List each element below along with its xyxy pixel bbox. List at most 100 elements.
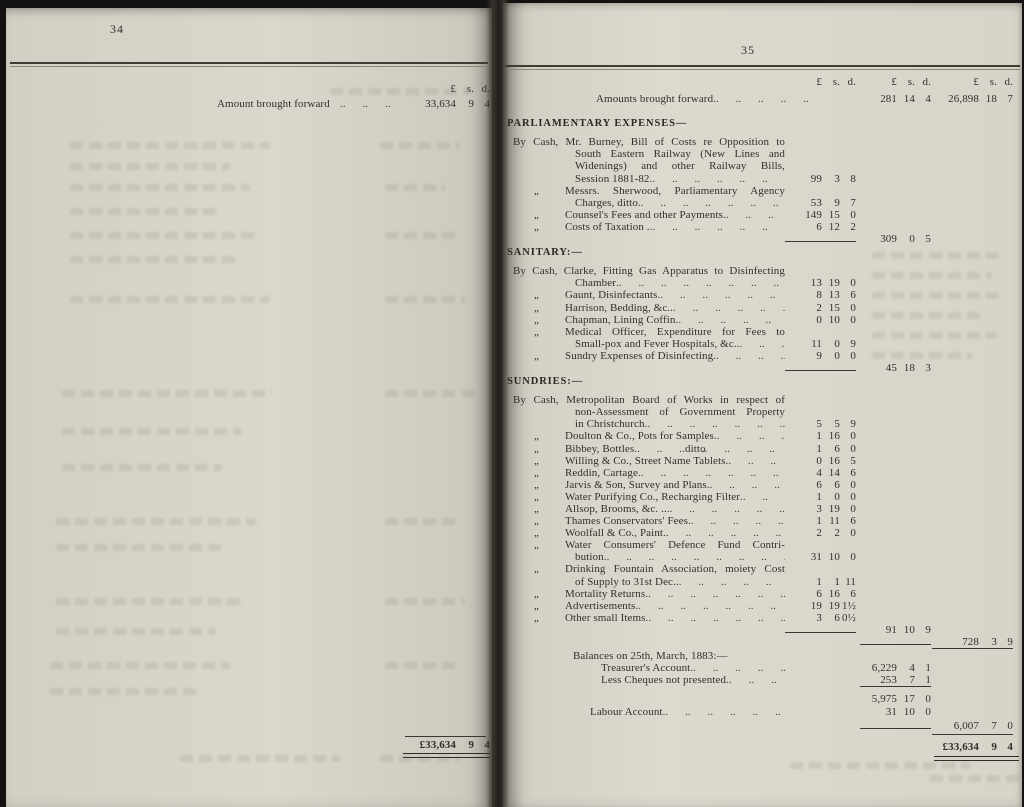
row-label: Mortality Returns — [565, 587, 646, 600]
ledger-row-line: „ Harrison, Bedding, &c... .. .. .. .. ..… — [505, 302, 1014, 314]
amount-pounds: 5 — [816, 418, 822, 431]
ditto-mark: „ — [534, 515, 539, 528]
row-label: Small-pox and Fever Hospitals, &c. — [575, 337, 737, 350]
ledger-row-line: bution.. .. .. .. .. .. .. .. .. .. .. .… — [505, 551, 1014, 563]
ditto-mark: „ — [534, 527, 539, 540]
bleed-through-text — [50, 662, 230, 669]
amount-pounds: 4 — [816, 466, 822, 479]
amount-pence: 6 — [850, 466, 856, 479]
row-desc: „ Mortality Returns.. .. .. .. .. .. .. .… — [505, 588, 785, 600]
row-amount: 4 14 6 — [785, 467, 856, 479]
ledger-row-line: Widenings) and other Railway Bills, — [505, 160, 1014, 172]
bleed-through-text — [385, 232, 455, 239]
row-amount: 3 19 0 — [785, 503, 856, 515]
row-desc: „ Willing & Co., Street Name Tablets.. ..… — [505, 455, 785, 467]
section-subtotal-row: 91 10 9 — [505, 624, 1014, 636]
section-title: PARLIAMENTARY EXPENSES— — [507, 118, 688, 130]
row-desc: Labour Account.. .. .. .. .. .. .. .. ..… — [505, 706, 785, 718]
balance-amount: 253 7 1 — [860, 674, 931, 686]
row-amount: 3 6 0½ — [785, 612, 856, 624]
row-amount: 0 10 0 — [785, 314, 856, 326]
leader-dots: .. .. .. .. .. .. .. .. .. .. .. .. — [649, 220, 785, 233]
ditto-mark: „ — [534, 184, 539, 197]
amount-pounds: 26,898 — [948, 93, 979, 106]
bleed-through-text — [56, 598, 246, 605]
money-col-1: 6 16 6 — [785, 588, 856, 600]
row-label: Messrs. Sherwood, Parliamentary Agency — [565, 184, 785, 197]
row-desc: „ Thames Conservators' Fees.. .. .. .. ..… — [505, 515, 785, 527]
money-col-1 — [785, 369, 856, 374]
balances-heading: Balances on 25th, March, 1883:— — [573, 650, 728, 663]
pence-header: d. — [1004, 76, 1013, 88]
amount-pounds: 149 — [805, 208, 822, 221]
amount-pounds: 6,229 — [871, 662, 897, 675]
leader-dots: .. .. .. .. .. .. .. .. .. .. .. .. — [616, 277, 785, 290]
ledger-row-line: non-Assessment of Government Property — [505, 406, 1014, 418]
bleed-through-text — [385, 518, 455, 525]
ledger-row-line: Charges, ditto.. .. .. .. .. .. .. .. ..… — [505, 197, 1014, 209]
leader-dots: .. .. .. .. .. .. .. .. .. .. .. .. — [675, 575, 785, 588]
balances-carry-total: 6,007 7 0 — [932, 720, 1013, 732]
amount-pounds: 11 — [811, 337, 822, 350]
amount-pounds: 6,007 — [953, 719, 979, 732]
bleed-through-text — [62, 464, 222, 471]
bleed-through-text — [70, 256, 240, 263]
row-desc: „ Water Purifying Co., Recharging Filter.… — [505, 491, 785, 503]
money-col-1: 4 14 6 — [785, 467, 856, 479]
row-amount: 11 0 9 — [785, 338, 856, 350]
amount-shillings: 14 — [828, 466, 840, 479]
pounds-header: £ — [450, 83, 456, 95]
row-desc: „ Jarvis & Son, Survey and Plans.. .. .. … — [505, 479, 785, 491]
amount-pence: 11 — [845, 575, 856, 588]
row-desc: „ Advertisements.. .. .. .. .. .. .. .. .… — [505, 600, 785, 612]
bleed-through-text — [930, 775, 1020, 782]
row-desc: non-Assessment of Government Property — [505, 406, 785, 418]
amount-shillings: 16 — [828, 587, 840, 600]
amount-shillings: 0 — [909, 233, 915, 246]
row-desc: By Cash, Clarke, Fitting Gas Apparatus t… — [505, 265, 785, 277]
amount-pounds: 31 — [885, 705, 897, 718]
column-header-group-3: £ s. d. — [932, 76, 1013, 88]
ditto-mark: „ — [534, 442, 539, 455]
row-desc: „ Costs of Taxation ... .. .. .. .. .. ..… — [505, 221, 785, 233]
row-label: Other small Items — [565, 611, 646, 624]
section-title: SANITARY:— — [507, 247, 583, 259]
balances-carry-row: 6,007 7 0 — [505, 720, 1014, 732]
amount-shillings: 13 — [828, 289, 840, 302]
pence-header: d. — [474, 83, 490, 95]
amount-shillings: 16 — [828, 430, 840, 443]
ditto-mark: „ — [534, 325, 539, 338]
column-header-right: £ s. d. £ s. d. £ s. d. — [505, 76, 1014, 88]
row-label-ditto: ditto — [685, 442, 706, 455]
page-number-right: 35 — [741, 43, 755, 57]
bleed-through-text — [62, 428, 242, 435]
bleed-through-text — [56, 544, 226, 551]
row-label: Drinking Fountain Association, moiety Co… — [565, 563, 785, 576]
amount-pence: 5 — [850, 454, 856, 467]
ditto-mark: „ — [534, 208, 539, 221]
total-rule — [405, 736, 486, 737]
money-col-2: 253 7 1 — [860, 674, 931, 686]
top-rule-left — [10, 62, 488, 67]
row-desc: „ Messrs. Sherwood, Parliamentary Agency — [505, 185, 785, 197]
amount-shillings: 7 — [909, 674, 915, 687]
amount-shillings: 11 — [829, 515, 840, 528]
money-col-2: 91 10 9 — [860, 624, 931, 636]
bleed-through-text — [385, 598, 465, 605]
bleed-through-text — [380, 755, 460, 762]
ledger-row-line: „ Reddin, Cartage.. .. .. .. .. .. .. .. … — [505, 467, 1014, 479]
amount-shillings: 3 — [834, 172, 840, 185]
amount-shillings: 6 — [834, 442, 840, 455]
amount-shillings: 10 — [828, 551, 840, 564]
ledger-row-line: South Eastern Railway (New Lines and — [505, 148, 1014, 160]
amount-pence: 0 — [925, 705, 931, 718]
amount-shillings: 0 — [834, 337, 840, 350]
amount-pence: 0 — [850, 313, 856, 326]
row-label: Doulton & Co., Pots for Samples — [565, 430, 714, 443]
amount-pounds: 2 — [816, 527, 822, 540]
column-header-left: £ s. d. — [398, 83, 490, 95]
